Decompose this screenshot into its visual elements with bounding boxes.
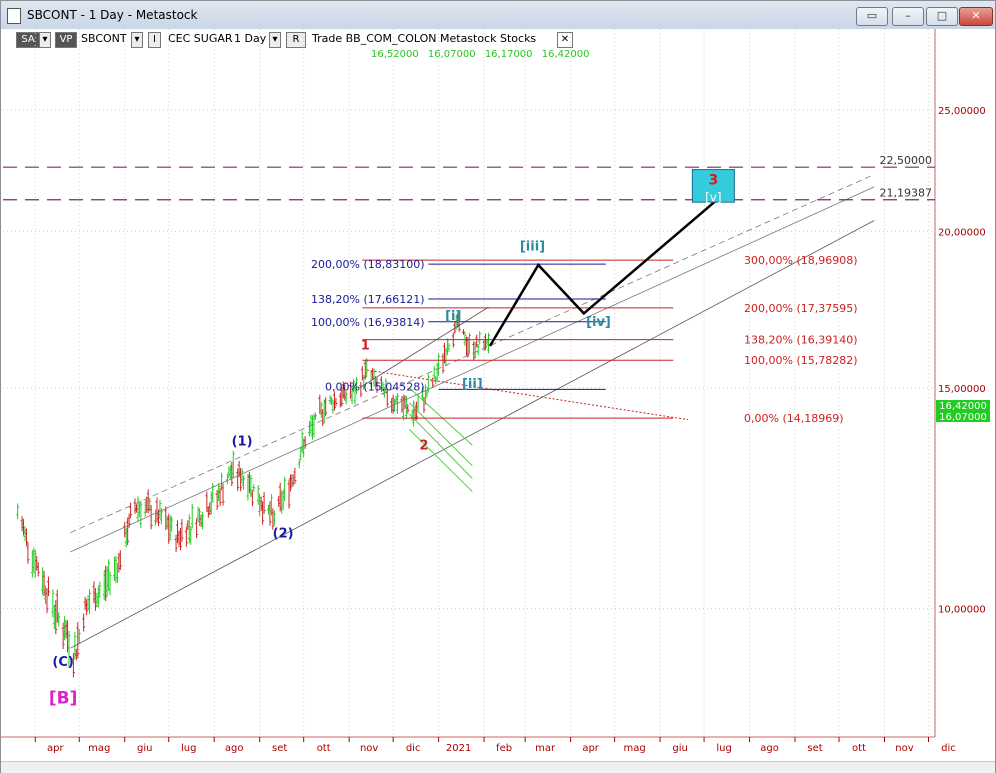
- wave-label: (C): [52, 655, 73, 670]
- month-label: ott: [852, 743, 866, 754]
- wave-label: 2: [419, 438, 428, 453]
- green-channel-line: [408, 413, 473, 479]
- month-label: nov: [895, 743, 913, 754]
- symbol-label: SBCONT: [81, 32, 127, 45]
- last-price-tag-bg: [936, 411, 990, 422]
- wave-projection-line: [488, 198, 719, 347]
- fib-blue-label: 100,00% (16,93814): [311, 316, 425, 329]
- close-button[interactable]: ✕: [959, 7, 993, 26]
- green-channel-line: [408, 387, 473, 446]
- month-label: dic: [941, 743, 956, 754]
- right-axis-bg: [935, 29, 995, 737]
- title-bar: SBCONT - 1 Day - Metastock ▭ – □ ✕: [1, 1, 995, 29]
- month-label: giu: [137, 743, 152, 754]
- wave-label: [iii]: [520, 240, 545, 255]
- month-label: nov: [360, 743, 378, 754]
- wave-label: 1: [361, 338, 370, 353]
- symbol-dropdown-icon[interactable]: ▾: [131, 32, 143, 48]
- vp-button[interactable]: VP: [55, 32, 77, 48]
- minimize-button[interactable]: –: [892, 7, 924, 26]
- restore-properties-button[interactable]: ▭: [856, 7, 888, 26]
- trend-channel-line: [359, 306, 489, 389]
- month-label: giu: [672, 743, 687, 754]
- month-label: set: [272, 743, 287, 754]
- open-price: 16,52000: [371, 49, 419, 60]
- trend-channel-line: [70, 220, 875, 649]
- wave-label: [ii]: [462, 377, 483, 392]
- month-label: 2021: [446, 743, 471, 754]
- low-price: 16,17000: [484, 49, 533, 60]
- r-button[interactable]: R: [286, 32, 306, 48]
- month-label: lug: [716, 743, 731, 754]
- fib-blue-label: 200,00% (18,83100): [311, 258, 425, 271]
- wave-label: [B]: [49, 689, 78, 709]
- month-label: apr: [47, 743, 64, 754]
- period-label: 1 Day: [234, 32, 267, 45]
- month-label: ago: [225, 743, 244, 754]
- fib-red-label: 200,00% (17,37595): [744, 302, 858, 315]
- i-button[interactable]: I: [148, 32, 161, 48]
- month-label: lug: [181, 743, 196, 754]
- fib-blue-label: 0,00% (15,04528): [325, 380, 425, 393]
- price-tick-label: 25,00000: [938, 106, 986, 117]
- trend-channel-line: [70, 186, 875, 553]
- wave-label: (1): [232, 434, 253, 449]
- ohlc-prices: 16,52000 16,07000 16,17000 16,42000: [371, 49, 595, 60]
- target-level-label: 22,50000: [880, 154, 933, 167]
- chart-toolbar: SA ▾ VP SBCONT ▾ I CEC SUGAR 1 Day ▾ R T…: [1, 29, 995, 65]
- price-tick-label: 20,00000: [938, 227, 986, 238]
- month-label: feb: [496, 743, 512, 754]
- green-channel-line: [408, 402, 473, 467]
- green-channel-line: [408, 429, 473, 492]
- last-price-tag: 16,07000: [939, 412, 987, 423]
- last-price-tag: 16,42000: [939, 401, 987, 412]
- target-level-label: 21,19387: [880, 187, 933, 200]
- high-price: 16,07000: [427, 49, 476, 60]
- fib-red-label: 100,00% (15,78282): [744, 354, 858, 367]
- target-wave-3-label: 3: [708, 173, 718, 189]
- price-tick-label: 15,00000: [938, 384, 986, 395]
- month-label: ago: [760, 743, 779, 754]
- month-label: set: [807, 743, 822, 754]
- trend-channel-line: [70, 174, 875, 533]
- toolbar-close-button[interactable]: ✕: [557, 32, 573, 48]
- month-label: dic: [406, 743, 421, 754]
- month-label: mag: [624, 743, 646, 754]
- close-price: 16,42000: [541, 49, 590, 60]
- maximize-button[interactable]: □: [926, 7, 958, 26]
- month-label: mag: [88, 743, 110, 754]
- target-wave-v-label: [v]: [705, 191, 721, 205]
- period-dropdown-icon[interactable]: ▾: [269, 32, 281, 48]
- last-price-tag-bg: [936, 400, 990, 411]
- wave-label: (2): [273, 526, 294, 541]
- status-bar: [1, 761, 995, 773]
- toolbar-info-text: Trade BB_COM_COLON Metastock Stocks: [312, 32, 537, 45]
- fib-red-label: 138,20% (16,39140): [744, 334, 858, 347]
- sa-dropdown-icon[interactable]: ▾: [39, 32, 51, 48]
- wave-label: [i]: [445, 309, 461, 324]
- wave-label: [iv]: [586, 315, 611, 330]
- security-name-label: CEC SUGAR: [168, 32, 233, 45]
- fib-red-label: 300,00% (18,96908): [744, 254, 858, 267]
- fib-red-label: 0,00% (14,18969): [744, 412, 844, 425]
- price-tick-label: 10,00000: [938, 605, 986, 616]
- month-label: mar: [535, 743, 556, 754]
- window-title: SBCONT - 1 Day - Metastock: [27, 8, 198, 22]
- month-label: ott: [317, 743, 331, 754]
- month-label: apr: [582, 743, 599, 754]
- document-icon: [7, 8, 21, 24]
- target-box: [691, 169, 735, 203]
- fib-blue-label: 138,20% (17,66121): [311, 293, 425, 306]
